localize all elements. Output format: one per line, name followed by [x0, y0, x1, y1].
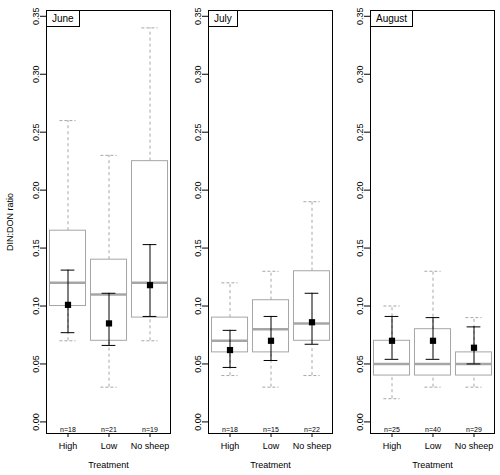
svg-text:Treatment: Treatment	[412, 460, 453, 470]
svg-text:n=18: n=18	[60, 426, 76, 433]
svg-text:0.30: 0.30	[355, 65, 365, 83]
svg-text:0.25: 0.25	[193, 123, 203, 141]
svg-text:n=18: n=18	[222, 426, 238, 433]
svg-text:Treatment: Treatment	[250, 460, 291, 470]
svg-text:n=15: n=15	[263, 426, 279, 433]
svg-text:No sheep: No sheep	[293, 441, 332, 451]
svg-text:0.10: 0.10	[355, 297, 365, 315]
svg-text:0.35: 0.35	[355, 8, 365, 26]
svg-text:0.20: 0.20	[31, 181, 41, 199]
svg-text:DIN:DON ratio: DIN:DON ratio	[5, 193, 15, 251]
svg-text:0.15: 0.15	[355, 239, 365, 257]
svg-text:0.05: 0.05	[31, 355, 41, 373]
svg-text:High: High	[383, 441, 402, 451]
svg-text:0.15: 0.15	[31, 239, 41, 257]
svg-text:0.00: 0.00	[355, 413, 365, 431]
svg-text:0.05: 0.05	[355, 355, 365, 373]
svg-text:High: High	[221, 441, 240, 451]
svg-text:0.20: 0.20	[193, 181, 203, 199]
svg-text:0.10: 0.10	[193, 297, 203, 315]
html-text:July: July	[214, 13, 232, 24]
svg-text:High: High	[59, 441, 78, 451]
svg-text:n=29: n=29	[466, 426, 482, 433]
svg-text:n=25: n=25	[384, 426, 400, 433]
svg-text:0.05: 0.05	[193, 355, 203, 373]
svg-text:0.35: 0.35	[31, 8, 41, 26]
svg-text:n=21: n=21	[101, 426, 117, 433]
svg-text:n=22: n=22	[304, 426, 320, 433]
svg-text:Low: Low	[263, 441, 280, 451]
svg-text:No sheep: No sheep	[131, 441, 170, 451]
svg-text:0.00: 0.00	[193, 413, 203, 431]
svg-text:0.15: 0.15	[193, 239, 203, 257]
svg-text:0.25: 0.25	[31, 123, 41, 141]
svg-text:0.35: 0.35	[193, 8, 203, 26]
svg-text:0.25: 0.25	[355, 123, 365, 141]
svg-text:0.30: 0.30	[193, 65, 203, 83]
svg-text:0.00: 0.00	[31, 413, 41, 431]
svg-text:Treatment: Treatment	[88, 460, 129, 470]
svg-text:No sheep: No sheep	[455, 441, 494, 451]
svg-text:n=19: n=19	[142, 426, 158, 433]
svg-text:Low: Low	[425, 441, 442, 451]
html-text:August: August	[376, 13, 408, 24]
svg-text:n=40: n=40	[425, 426, 441, 433]
svg-text:0.10: 0.10	[31, 297, 41, 315]
svg-text:0.30: 0.30	[31, 65, 41, 83]
html-text:June: June	[52, 13, 74, 24]
svg-text:0.20: 0.20	[355, 181, 365, 199]
svg-text:Low: Low	[101, 441, 118, 451]
